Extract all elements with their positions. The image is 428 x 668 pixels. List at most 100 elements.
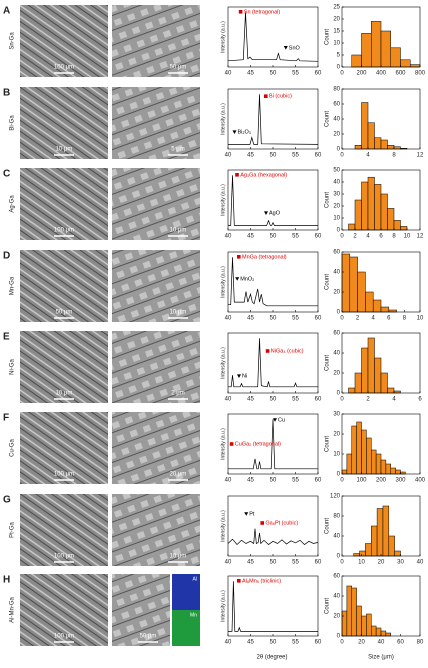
scale-label: 100 μm (54, 472, 74, 478)
hist-x-tick-label: 2 (366, 397, 370, 403)
xrd-pattern (228, 257, 318, 307)
hist-x-tick-label: 200 (376, 478, 387, 484)
xrd-tick-label: 45 (247, 397, 254, 403)
phase-marker (238, 10, 243, 14)
xrd-tick-label: 50 (270, 234, 277, 240)
hist-x-tick-label: 800 (415, 71, 426, 77)
hist-x-tick-label: 12 (417, 234, 424, 240)
hist-x-tick-label: 4 (392, 397, 396, 403)
xrd-y-label: Intensity (a.u.) (220, 428, 226, 460)
hist-bar (361, 33, 372, 68)
hist-bar (388, 535, 395, 557)
xrd-annotation: Ni (242, 374, 247, 380)
panel-label: C (3, 169, 10, 180)
hist-y-tick-label: 20 (333, 290, 340, 296)
xrd-annotation: Pt (249, 511, 255, 517)
hist-bar (395, 469, 401, 475)
xrd-tick-label: 40 (225, 234, 232, 240)
hist-bar (393, 220, 401, 231)
hist-y-tick-label: 20 (333, 204, 340, 210)
xrd-tick-label: 55 (292, 153, 299, 159)
xrd-tick-label: 45 (247, 478, 254, 484)
hist-y-tick-label: 0 (337, 65, 341, 71)
xrd-tick-label: 45 (247, 234, 254, 240)
hist-y-tick-label: 20 (333, 614, 340, 620)
hist-x-tick-label: 0 (340, 316, 344, 322)
hist-y-tick-label: 0 (337, 147, 341, 153)
hist-x-tick-label: 300 (395, 478, 406, 484)
xrd-tick-label: 40 (225, 153, 232, 159)
hist-bar (387, 208, 395, 231)
sample-name: Sn-Ga (10, 32, 16, 50)
xrd-tick-label: 60 (315, 397, 322, 403)
map-label: Mn (190, 612, 197, 618)
xrd-tick-label: 40 (225, 478, 232, 484)
xrd-tick-label: 40 (225, 316, 232, 322)
xrd-tick-label: 55 (292, 478, 299, 484)
hist-y-label: Count (325, 192, 331, 208)
hist-bar (361, 429, 367, 475)
hist-bar (366, 613, 372, 637)
hist-bar (365, 543, 372, 557)
phase-marker (264, 94, 268, 98)
xrd-tick-label: 60 (315, 71, 322, 77)
scale-label: 100 μm (54, 634, 74, 640)
micrograph (112, 574, 170, 646)
hist-x-tick-label: 60 (397, 640, 404, 646)
hist-x-tick-label: 2 (356, 316, 360, 322)
hist-bar (348, 387, 356, 394)
scale-label: 100 μm (54, 554, 74, 560)
element-map (172, 574, 200, 610)
micrograph (112, 168, 200, 240)
hist-y-tick-label: 0 (337, 228, 341, 234)
micrograph (112, 331, 200, 403)
xrd-tick-label: 45 (247, 316, 254, 322)
hist-y-tick-label: 60 (333, 331, 340, 337)
hist-y-tick-label: 0 (337, 391, 341, 397)
micrograph (20, 5, 108, 77)
panel-label: A (3, 6, 10, 17)
hist-bar (348, 223, 356, 231)
hist-bar (374, 357, 382, 394)
hist-bar (353, 553, 360, 557)
scale-label: 100 μm (54, 65, 74, 71)
phase-marker (273, 418, 277, 422)
xrd-pattern (228, 581, 318, 632)
hist-bar (380, 459, 387, 475)
scale-label: 20 μm (170, 472, 187, 478)
micrograph (20, 168, 108, 240)
panel-label: G (3, 495, 11, 506)
hist-x-tick-label: 400 (415, 478, 426, 484)
xrd-pattern (228, 94, 319, 145)
xrd-tick-label: 55 (292, 397, 299, 403)
hist-bar (376, 508, 384, 557)
xrd-tick-label: 50 (270, 71, 277, 77)
hist-y-tick-label: 5 (337, 53, 341, 59)
hist-bar (390, 467, 396, 475)
phase-marker (235, 173, 239, 177)
sample-name: Bi-Ga (10, 115, 16, 131)
hist-bar (346, 453, 352, 475)
hist-bar (385, 632, 391, 637)
hist-x-tick-label: 4 (366, 234, 370, 240)
xrd-annotation: Ga₆Pt (cubic) (265, 520, 298, 526)
hist-bar (361, 102, 369, 150)
micrograph (20, 87, 108, 159)
xrd-frame (227, 169, 319, 231)
panel-label: E (3, 332, 10, 343)
phase-marker (264, 211, 268, 215)
hist-bar (371, 21, 382, 68)
xrd-tick-label: 45 (247, 560, 254, 566)
xrd-tick-label: 55 (292, 640, 299, 646)
hist-x-tick-label: 12 (417, 153, 424, 159)
micrograph (112, 494, 200, 566)
xrd-tick-label: 45 (247, 153, 254, 159)
hist-bar (380, 630, 387, 637)
panel-label: H (3, 575, 10, 586)
hist-x-tick-label: 0 (340, 478, 344, 484)
hist-x-tick-label: 8 (392, 234, 396, 240)
hist-bar (341, 610, 348, 637)
hist-x-tick-label: 80 (417, 640, 424, 646)
hist-bar (341, 253, 351, 313)
